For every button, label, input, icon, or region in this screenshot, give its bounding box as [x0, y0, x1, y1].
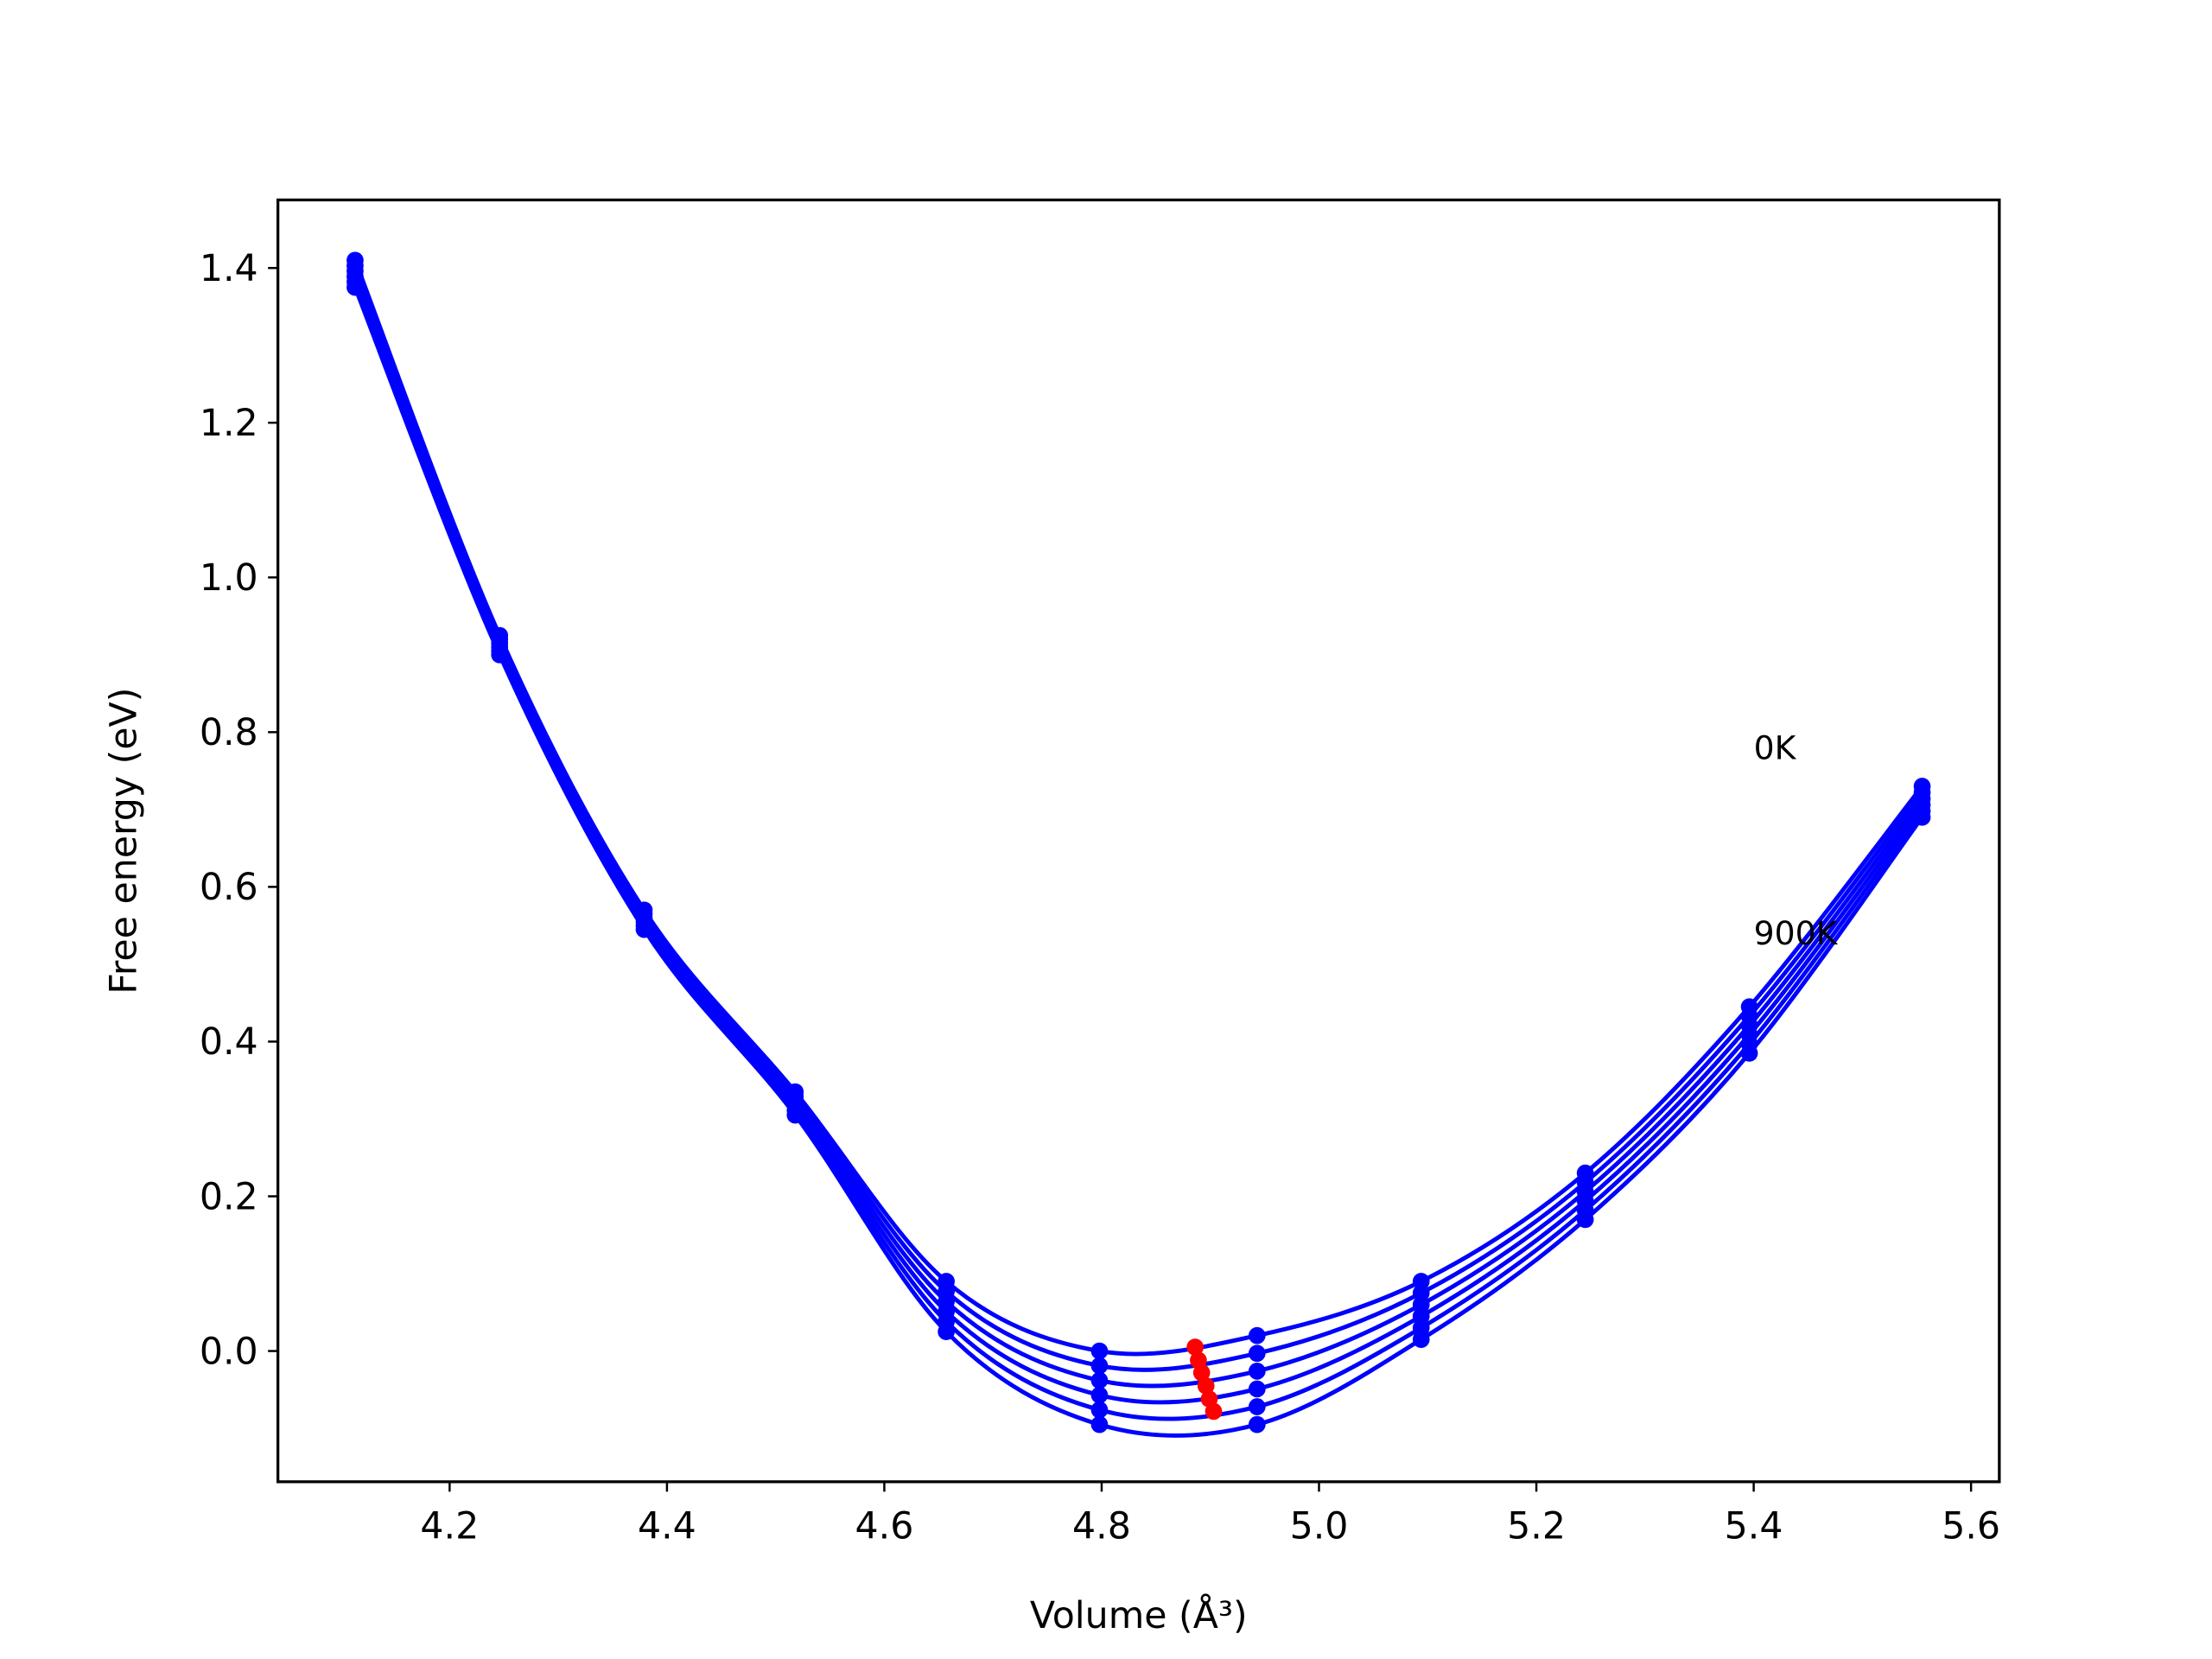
x-tick-label: 5.2: [1507, 1505, 1566, 1548]
data-point: [1913, 808, 1931, 826]
x-tick-label: 5.6: [1942, 1505, 2000, 1548]
data-point: [1248, 1344, 1266, 1363]
data-point: [1090, 1401, 1109, 1419]
y-tick-label: 0.0: [200, 1330, 258, 1373]
data-point: [1090, 1357, 1109, 1375]
data-point: [1248, 1380, 1266, 1398]
data-point: [346, 278, 364, 296]
data-point: [1090, 1371, 1109, 1389]
y-tick-label: 1.4: [200, 247, 258, 290]
minimum-point: [1186, 1338, 1204, 1356]
annotation: 900K: [1754, 914, 1839, 952]
x-tick-label: 4.2: [420, 1505, 479, 1548]
y-axis-label: Free energy (eV): [103, 688, 146, 995]
curve: [353, 259, 1924, 1357]
data-point: [1740, 1045, 1758, 1062]
data-point: [786, 1106, 804, 1124]
data-point: [1090, 1342, 1109, 1360]
annotation: 0K: [1754, 728, 1797, 766]
minimum-point: [1205, 1402, 1223, 1421]
data-point: [1248, 1398, 1266, 1415]
data-point: [1248, 1415, 1266, 1433]
plot-frame: [276, 198, 2001, 1484]
y-tick-label: 0.4: [200, 1020, 258, 1064]
x-tick-label: 5.0: [1290, 1505, 1349, 1548]
x-tick-label: 4.4: [638, 1505, 696, 1548]
data-point: [1248, 1326, 1266, 1344]
x-tick-label: 5.4: [1725, 1505, 1783, 1548]
data-point: [1248, 1362, 1266, 1380]
data-point: [1090, 1386, 1109, 1404]
x-axis-label: Volume (Å³): [1030, 1593, 1248, 1637]
data-point: [1412, 1331, 1430, 1348]
minimum-point: [1192, 1363, 1211, 1382]
data-point: [635, 920, 653, 938]
minimum-point: [1197, 1377, 1215, 1395]
data-point: [491, 645, 509, 664]
y-tick-label: 0.2: [200, 1175, 258, 1218]
x-tick-label: 4.6: [855, 1505, 914, 1548]
y-tick-label: 0.6: [200, 866, 258, 909]
curve: [353, 286, 1924, 1438]
curve: [353, 281, 1924, 1421]
x-tick-label: 4.8: [1072, 1505, 1131, 1548]
data-point: [1090, 1415, 1109, 1433]
data-point: [938, 1323, 955, 1341]
y-tick-label: 0.8: [200, 711, 258, 754]
y-tick-label: 1.0: [200, 556, 258, 600]
y-tick-label: 1.2: [200, 402, 258, 445]
data-point: [1576, 1211, 1594, 1229]
